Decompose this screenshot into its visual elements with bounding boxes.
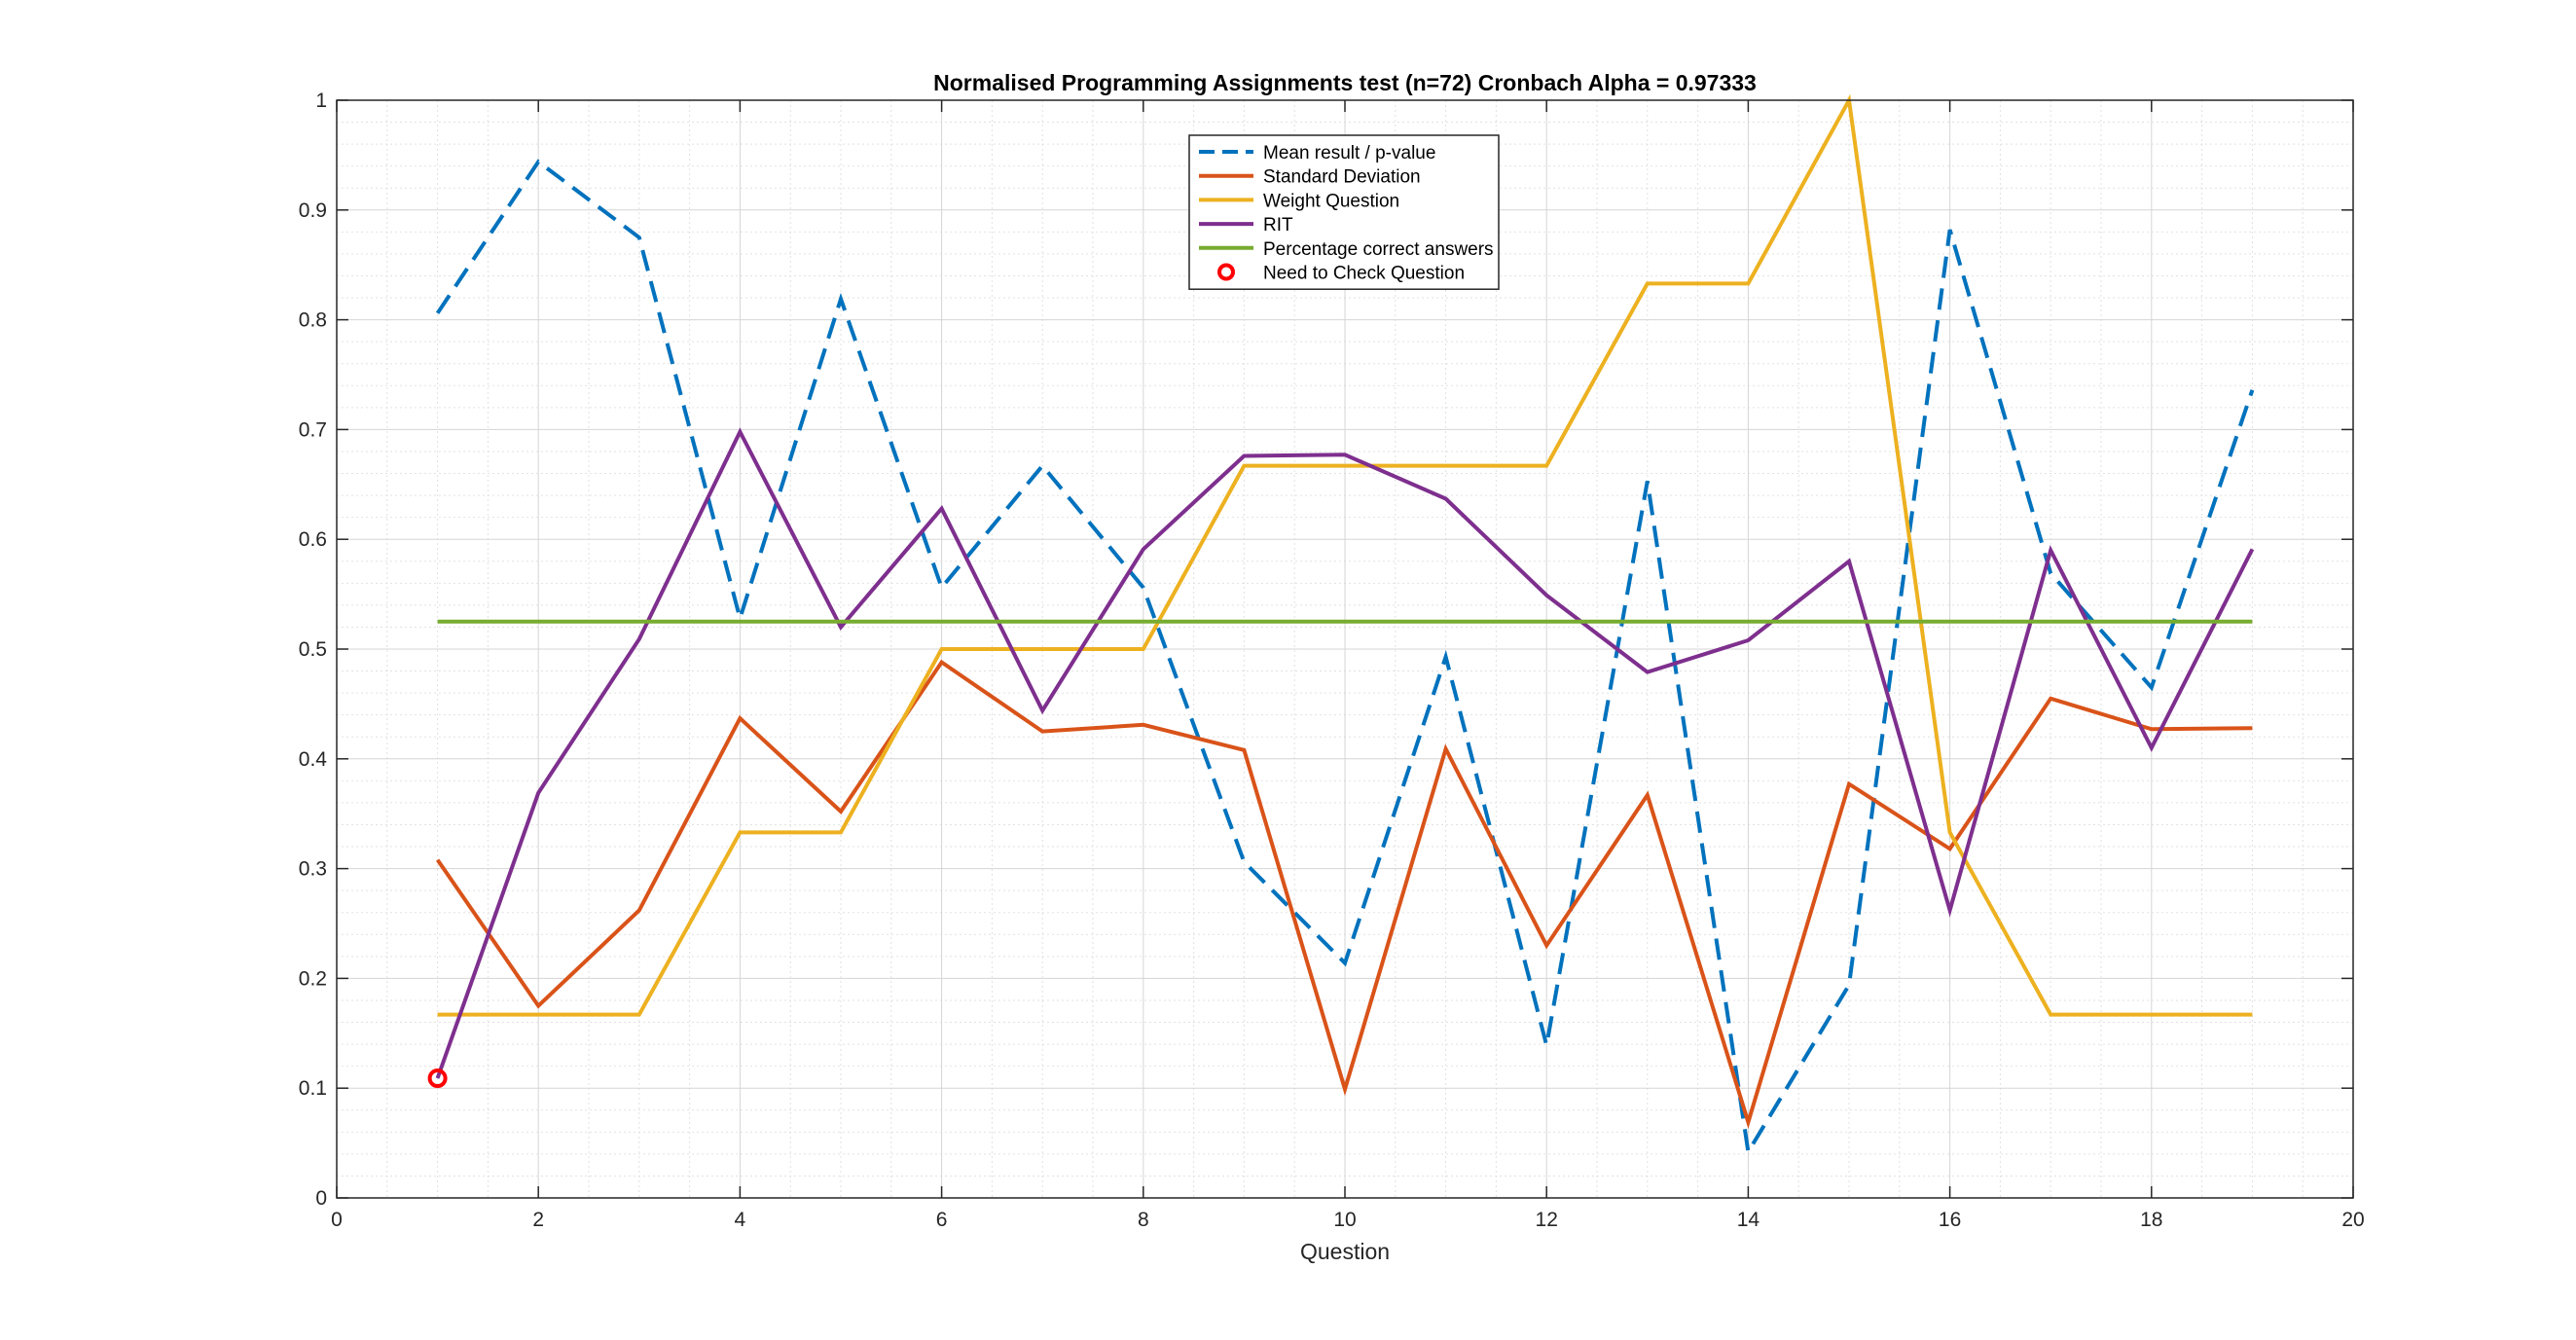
series-line-0 bbox=[435, 159, 2255, 1158]
legend-box bbox=[1188, 134, 1500, 290]
y-tick-label: 1 bbox=[315, 90, 327, 112]
chart-title: Normalised Programming Assignments test … bbox=[933, 70, 1757, 95]
x-tick-label: 12 bbox=[1536, 1209, 1558, 1231]
legend-entry-label: Weight Question bbox=[1263, 191, 1399, 211]
legend-entry-label: Mean result / p-value bbox=[1263, 143, 1435, 163]
series-line-1 bbox=[435, 659, 2253, 1130]
x-tick-label: 6 bbox=[936, 1209, 948, 1231]
legend-marker-swatch bbox=[1217, 263, 1235, 281]
y-tick-label: 0 bbox=[315, 1187, 327, 1210]
series-layer bbox=[435, 93, 2255, 1158]
legend[interactable]: Mean result / p-value Standard Deviation W… bbox=[1188, 134, 1500, 290]
y-tick-labels: 0 0.1 0.2 0.3 0.4 0.5 0.6 0.7 0.8 0.9 1 bbox=[299, 90, 328, 1210]
x-tick-label: 2 bbox=[532, 1209, 544, 1231]
y-tick-label: 0.3 bbox=[299, 858, 327, 881]
y-tick-label: 0.7 bbox=[299, 418, 327, 441]
series-line-3 bbox=[435, 427, 2255, 1079]
y-tick-label: 0.6 bbox=[299, 528, 327, 551]
x-tick-label: 0 bbox=[331, 1209, 343, 1231]
marker-layer bbox=[427, 1068, 448, 1089]
y-tick-label: 0.1 bbox=[299, 1077, 327, 1100]
y-tick-label: 0.9 bbox=[299, 199, 327, 222]
tick-marks bbox=[336, 99, 2354, 1199]
y-tick-label: 0.8 bbox=[299, 309, 327, 332]
y-tick-label: 0.5 bbox=[299, 638, 327, 661]
y-tick-label: 0.4 bbox=[299, 748, 328, 771]
x-tick-label: 16 bbox=[1939, 1209, 1961, 1231]
legend-entry-label: Standard Deviation bbox=[1263, 167, 1421, 188]
legend-entry-label: Need to Check Question bbox=[1263, 264, 1465, 284]
legend-entry-label: RIT bbox=[1263, 215, 1293, 235]
series-line-2 bbox=[437, 93, 2253, 1017]
x-tick-label: 14 bbox=[1737, 1209, 1760, 1231]
x-tick-label: 10 bbox=[1333, 1209, 1356, 1231]
x-axis-label: Question bbox=[1300, 1239, 1390, 1264]
x-tick-label: 4 bbox=[735, 1209, 746, 1231]
x-tick-label: 18 bbox=[2140, 1209, 2162, 1231]
x-tick-labels: 0 2 4 6 8 10 12 14 16 18 20 bbox=[331, 1209, 2365, 1231]
x-tick-label: 8 bbox=[1138, 1209, 1149, 1231]
x-tick-label: 20 bbox=[2341, 1209, 2364, 1231]
check-question-marker bbox=[427, 1068, 448, 1089]
y-tick-label: 0.2 bbox=[299, 967, 327, 990]
legend-entry-label: Percentage correct answers bbox=[1263, 239, 1494, 260]
